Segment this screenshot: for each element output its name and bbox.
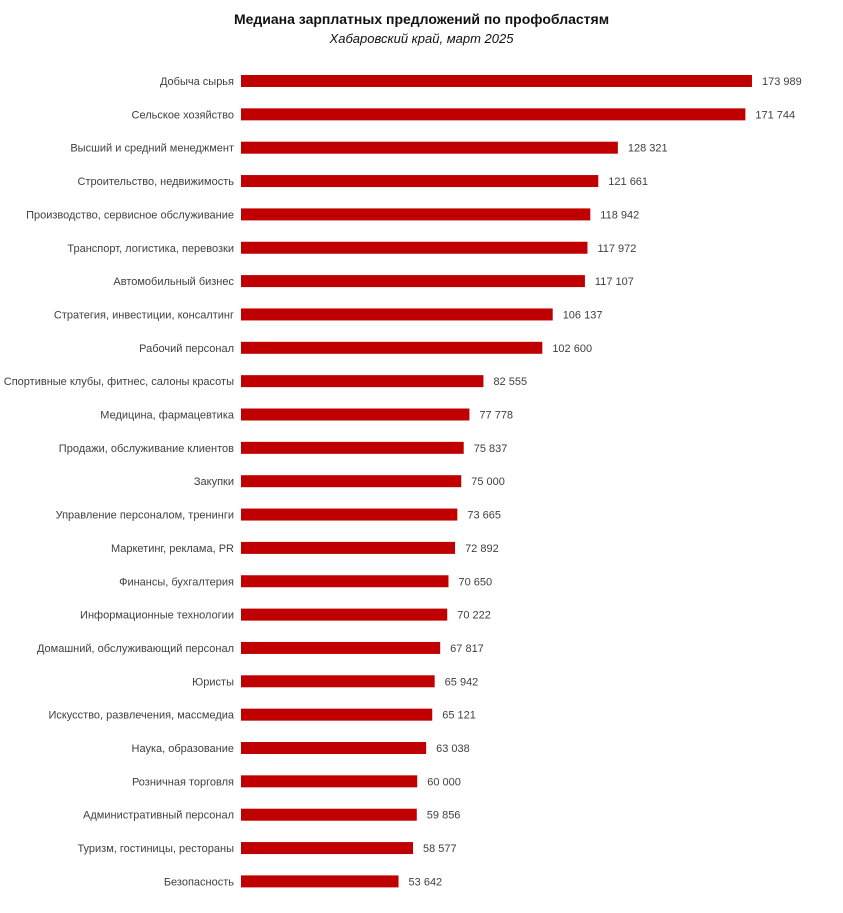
value-label: 77 778 [479,410,513,422]
category-label: Домашний, обслуживающий персонал [37,643,234,655]
bar [241,375,484,388]
category-label: Закупки [194,476,234,488]
category-label: Информационные технологии [80,610,234,622]
value-label: 59 856 [427,810,461,822]
category-label: Спортивные клубы, фитнес, салоны красоты [4,376,234,388]
value-label: 173 989 [762,76,802,88]
bar [241,508,458,521]
category-label: Медицина, фармацевтика [100,410,235,422]
bar [241,742,427,754]
bar [241,241,588,254]
category-label: Финансы, бухгалтерия [119,576,234,588]
value-label: 60 000 [427,776,461,788]
value-label: 65 942 [445,676,479,688]
value-label: 53 642 [409,876,443,888]
value-label: 117 107 [595,276,634,288]
category-label: Рабочий персонал [139,343,234,355]
bar [241,408,470,421]
bar [241,175,599,188]
category-label: Сельское хозяйство [132,109,234,121]
bar [241,141,618,154]
bar [241,308,553,321]
category-label: Административный персонал [83,810,234,822]
category-label: Транспорт, логистика, перевозки [67,243,234,255]
chart-title: Медиана зарплатных предложений по профоб… [233,11,610,27]
bar [241,541,456,554]
category-label: Искусство, развлечения, массмедиа [48,710,234,722]
value-label: 70 222 [457,610,491,622]
value-label: 73 665 [467,510,501,522]
category-label: Безопасность [164,876,234,888]
category-label: Наука, образование [132,743,234,755]
value-label: 106 137 [563,309,603,321]
value-label: 70 650 [458,576,492,588]
bar [241,775,418,788]
category-label: Автомобильный бизнес [113,276,234,288]
bar [241,608,448,621]
value-label: 118 942 [600,209,639,221]
bar [241,575,449,588]
value-label: 63 038 [436,743,470,755]
category-label: Производство, сервисное обслуживание [26,209,234,221]
value-label: 82 555 [493,376,527,388]
bar [241,208,591,221]
bar [241,708,433,721]
value-label: 65 121 [442,710,476,722]
bar [241,641,441,654]
bar [241,341,543,354]
category-label: Туризм, гостиницы, рестораны [77,843,234,855]
value-label: 128 321 [628,143,668,155]
value-label: 58 577 [423,843,457,855]
category-label: Розничная торговля [132,776,234,788]
bar [241,75,752,87]
category-label: Стратегия, инвестиции, консалтинг [54,309,234,321]
category-label: Юристы [192,676,234,688]
category-label: Высший и средний менеджмент [70,143,234,155]
value-label: 75 837 [474,443,508,455]
bar [241,275,585,288]
chart-subtitle: Хабаровский край, март 2025 [329,31,514,46]
value-label: 171 744 [755,109,795,121]
value-label: 72 892 [465,543,499,555]
bar [241,475,462,488]
bar [241,875,399,888]
value-label: 117 972 [597,243,636,255]
bar [241,675,435,688]
value-label: 67 817 [450,643,484,655]
category-label: Добыча сырья [160,76,234,88]
value-label: 121 661 [608,176,648,188]
value-label: 102 600 [552,343,592,355]
bar [241,842,414,855]
bar [241,441,464,454]
category-label: Строительство, недвижимость [78,176,235,188]
bar [241,108,746,121]
value-label: 75 000 [471,476,505,488]
category-label: Управление персоналом, тренинги [56,510,234,522]
category-label: Маркетинг, реклама, PR [111,543,234,555]
category-label: Продажи, обслуживание клиентов [59,443,234,455]
bar [241,808,417,821]
